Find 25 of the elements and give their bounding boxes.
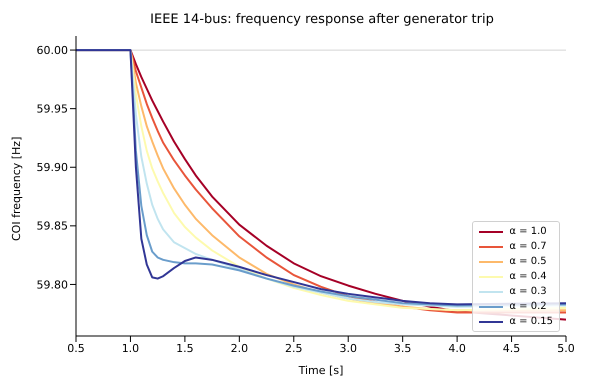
x-tick-label: 4.0 <box>448 342 466 355</box>
x-tick-label: 0.5 <box>67 342 85 355</box>
x-tick-label: 1.0 <box>122 342 140 355</box>
x-tick-label: 1.5 <box>176 342 194 355</box>
legend-label: α = 0.3 <box>509 286 547 297</box>
x-axis-title: Time [s] <box>298 364 344 377</box>
x-tick-label: 2.0 <box>230 342 248 355</box>
x-tick-label: 3.0 <box>339 342 357 355</box>
x-tick-label: 4.5 <box>502 342 520 355</box>
legend-label: α = 0.5 <box>509 256 547 267</box>
y-tick-label: 59.90 <box>36 161 68 174</box>
legend-label: α = 0.2 <box>509 301 547 312</box>
y-axis-title: COI frequency [Hz] <box>10 136 23 241</box>
legend-label: α = 0.7 <box>509 241 547 252</box>
y-tick-label: 59.95 <box>36 102 68 116</box>
chart-title: IEEE 14-bus: frequency response after generator trip <box>149 12 495 27</box>
x-tick-label: 2.5 <box>285 342 303 355</box>
y-tick-label: 60.00 <box>36 44 68 57</box>
x-tick-label: 3.5 <box>394 342 412 355</box>
y-tick-label: 59.85 <box>36 220 68 233</box>
legend-label: α = 0.15 <box>509 316 553 327</box>
legend-label: α = 0.4 <box>509 271 547 282</box>
y-tick-label: 59.80 <box>36 278 68 292</box>
x-tick-label: 5.0 <box>557 342 575 355</box>
legend-label: α = 1.0 <box>509 226 547 237</box>
